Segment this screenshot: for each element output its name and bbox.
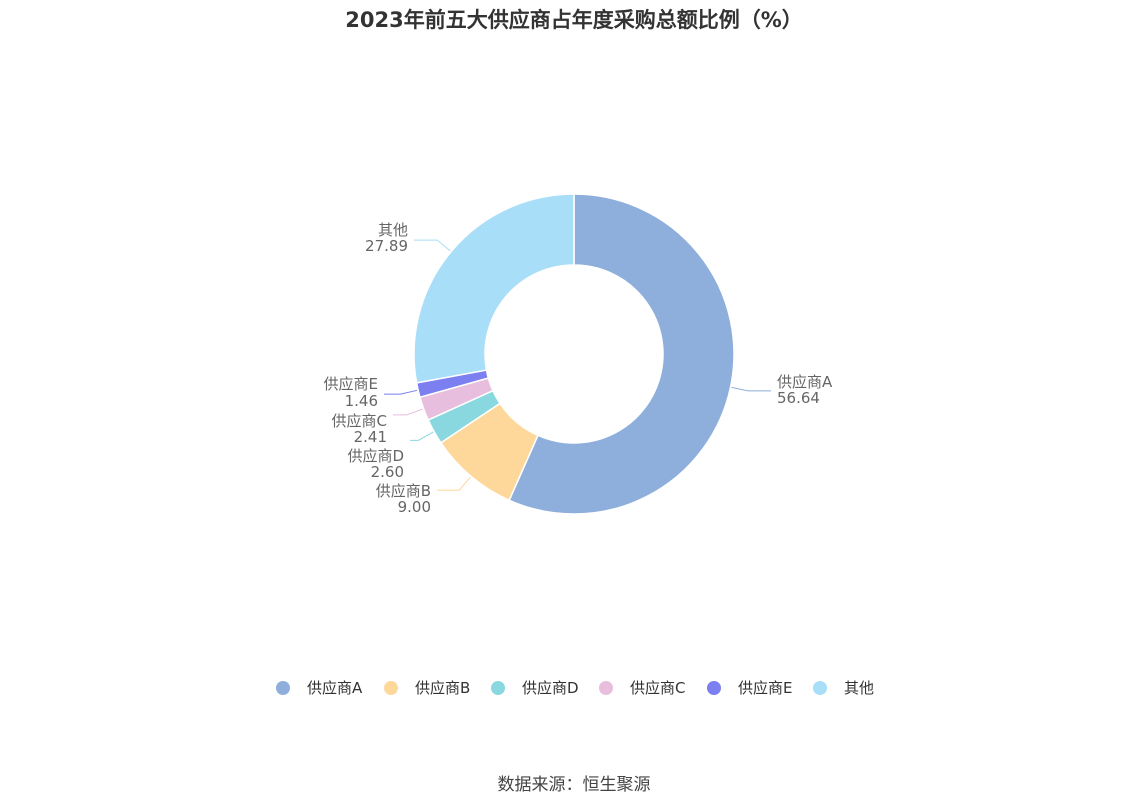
legend-item[interactable]: 供应商E xyxy=(707,679,792,697)
legend-item[interactable]: 其他 xyxy=(813,679,874,697)
legend-marker xyxy=(599,681,613,695)
legend-label: 供应商E xyxy=(738,679,792,697)
legend-label: 供应商D xyxy=(522,679,579,697)
slice-category-label: 供应商C xyxy=(332,412,387,430)
legend-item[interactable]: 供应商B xyxy=(384,679,470,697)
legend-label: 其他 xyxy=(844,679,874,697)
legend: 供应商A 供应商B 供应商D 供应商C 供应商E 其他 xyxy=(276,679,874,697)
leader-line-2 xyxy=(437,476,471,491)
slice-category-label: 供应商D xyxy=(347,447,404,465)
legend-marker xyxy=(707,681,721,695)
legend-item[interactable]: 供应商D xyxy=(491,679,579,697)
legend-marker xyxy=(276,681,290,695)
slice-value-label: 1.46 xyxy=(345,392,378,410)
leader-line-6 xyxy=(414,239,451,252)
slice-category-label: 供应商A xyxy=(777,373,833,391)
legend-item[interactable]: 供应商C xyxy=(599,679,685,697)
slice-value-label: 2.41 xyxy=(354,428,387,446)
leader-line-3 xyxy=(410,431,434,441)
legend-marker xyxy=(813,681,827,695)
leader-line-1 xyxy=(731,386,771,392)
slice-value-label: 9.00 xyxy=(398,498,431,516)
legend-label: 供应商A xyxy=(307,679,363,697)
slice-value-label: 27.89 xyxy=(365,237,408,255)
legend-marker xyxy=(384,681,398,695)
pie-slice-6[interactable] xyxy=(413,193,575,384)
pie-slices xyxy=(413,193,735,515)
pie-slice-1[interactable] xyxy=(508,193,735,515)
legend-item[interactable]: 供应商A xyxy=(276,679,363,697)
legend-label: 供应商B xyxy=(415,679,470,697)
slice-category-label: 供应商E xyxy=(324,375,378,393)
slice-category-label: 其他 xyxy=(378,221,408,239)
data-source: 数据来源：恒生聚源 xyxy=(497,775,651,795)
chart-title: 2023年前五大供应商占年度采购总额比例（%） xyxy=(345,8,803,32)
legend-label: 供应商C xyxy=(630,679,685,697)
leader-line-5 xyxy=(384,389,418,395)
slice-category-label: 供应商B xyxy=(376,482,431,500)
legend-marker xyxy=(491,681,505,695)
slice-value-label: 2.60 xyxy=(371,463,404,481)
leader-line-4 xyxy=(393,408,423,416)
slice-value-label: 56.64 xyxy=(777,389,820,407)
